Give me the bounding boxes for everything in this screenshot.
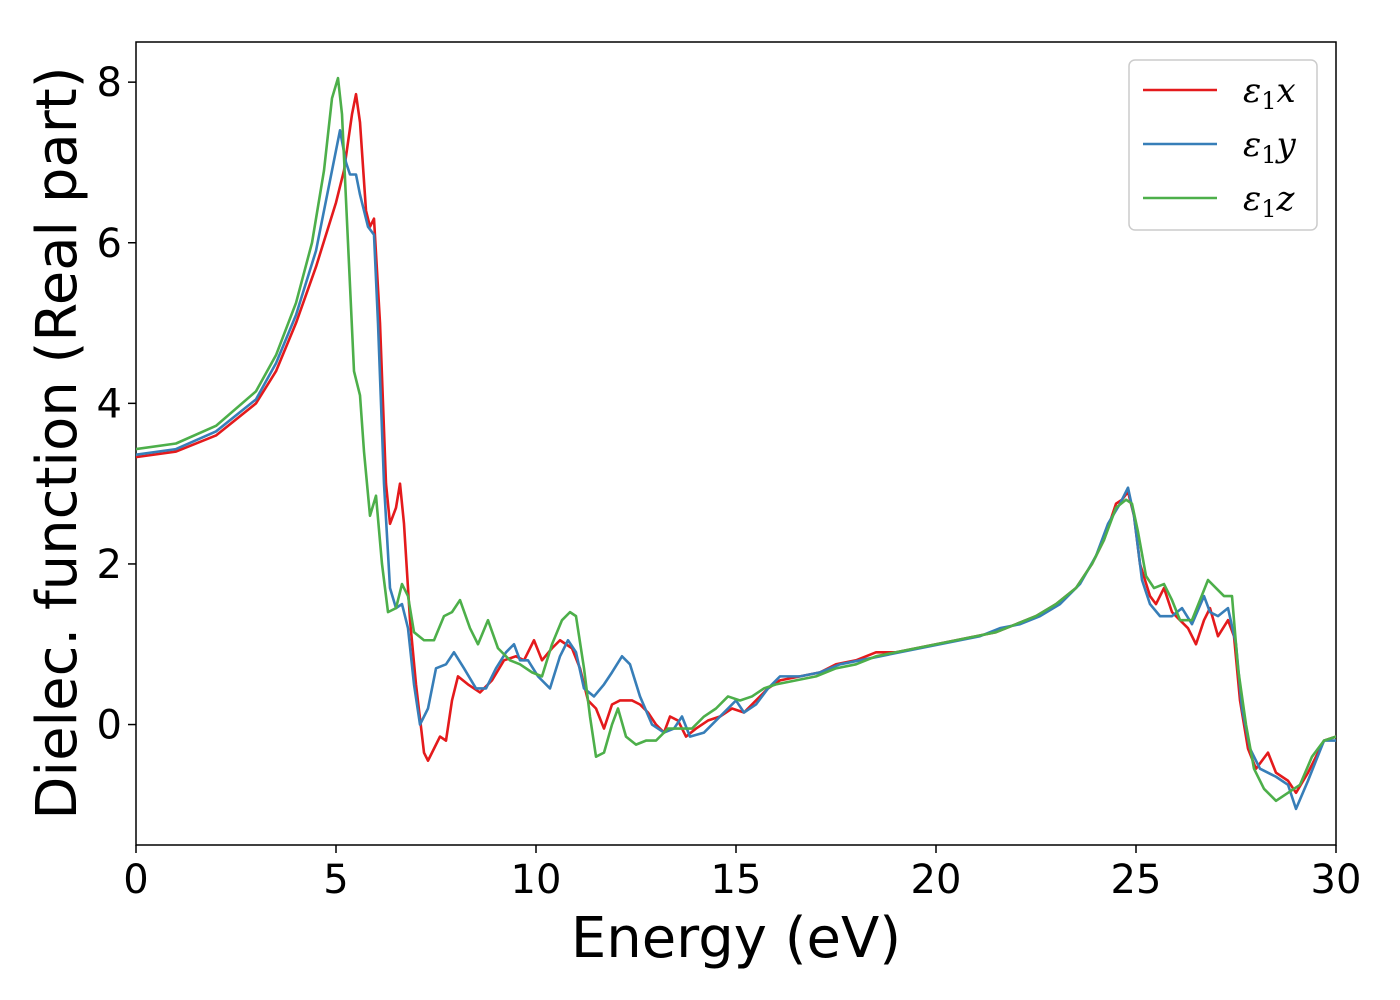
legend-box (1128, 59, 1318, 231)
x-axis-ticks: 0 5 10 15 20 25 30 (123, 845, 1361, 903)
y-axis-ticks: 0 2 4 6 8 (97, 60, 136, 749)
x-tick-label: 5 (323, 857, 348, 903)
legend-label-y: ε1y (1243, 125, 1297, 169)
x-tick-label: 20 (911, 857, 962, 903)
y-tick-label: 6 (97, 221, 122, 267)
x-tick-label: 0 (123, 857, 148, 903)
y-tick-label: 2 (97, 542, 122, 588)
series-line-y (136, 129, 1336, 811)
y-axis-title: Dielec. function (Real part) (25, 66, 90, 819)
x-axis-title: Energy (eV) (571, 906, 901, 971)
series-layer (136, 76, 1336, 811)
x-tick-label: 30 (1311, 857, 1362, 903)
x-tick-label: 10 (511, 857, 562, 903)
x-tick-label: 25 (1111, 857, 1162, 903)
legend: ε1x ε1y ε1z (1128, 59, 1318, 231)
y-tick-label: 4 (97, 381, 122, 427)
legend-label-x: ε1x (1243, 71, 1296, 115)
series-line-z (136, 76, 1336, 803)
y-tick-label: 0 (97, 703, 122, 749)
x-tick-label: 15 (711, 857, 762, 903)
legend-label-z: ε1z (1243, 179, 1296, 223)
y-tick-label: 8 (97, 60, 122, 106)
